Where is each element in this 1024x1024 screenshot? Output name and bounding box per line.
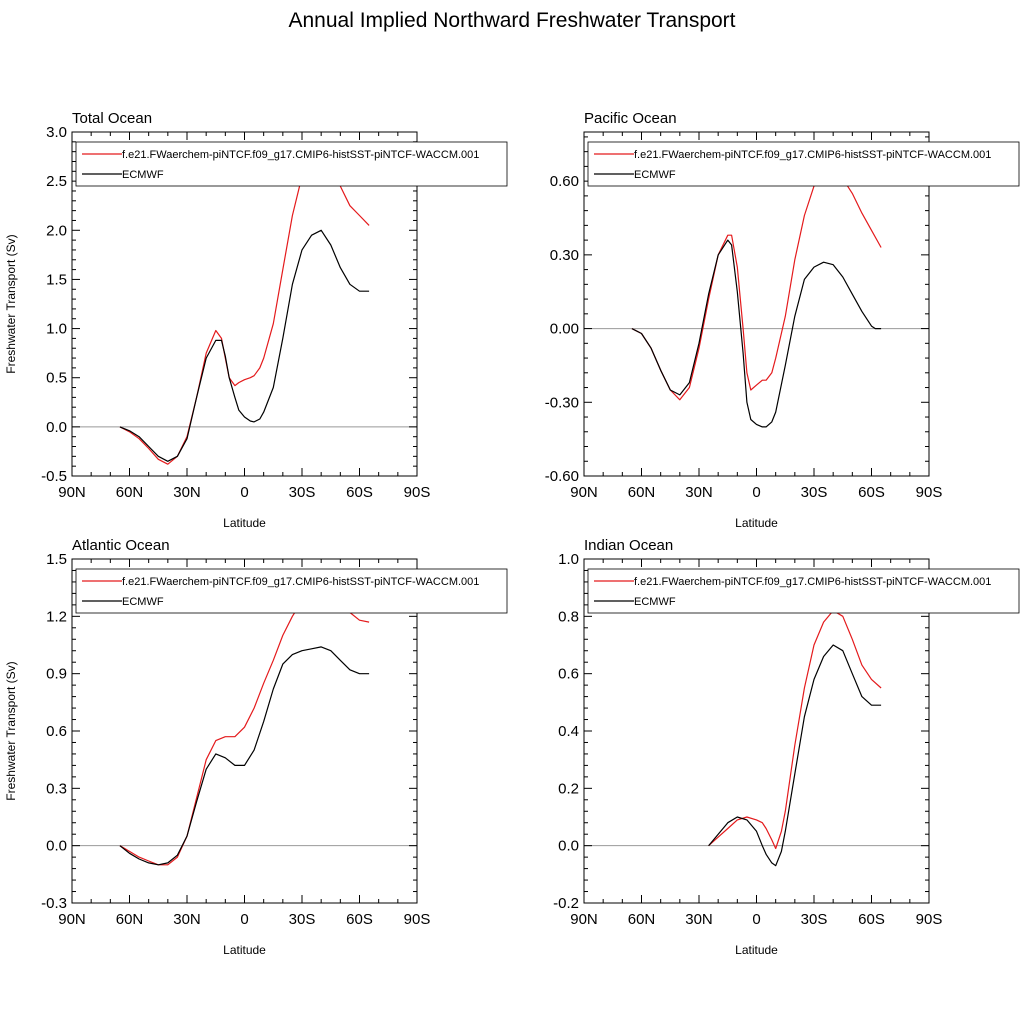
atlantic-ocean-x-tick-label: 0 bbox=[240, 911, 248, 928]
atlantic-ocean-legend-model-label: f.e21.FWaerchem-piNTCF.f09_g17.CMIP6-his… bbox=[122, 576, 479, 588]
indian-ocean-legend-box bbox=[587, 568, 1020, 614]
indian-ocean-y-tick-label: 0.6 bbox=[558, 666, 579, 683]
indian-ocean-model-line bbox=[708, 609, 882, 850]
total-ocean-y-tick-label: 0.0 bbox=[46, 419, 67, 436]
indian-ocean-y-tick-label: 0.8 bbox=[558, 608, 579, 625]
pacific-ocean-ecmwf-line bbox=[631, 239, 882, 428]
atlantic-ocean-x-tick-label: 60N bbox=[116, 911, 144, 928]
pacific-ocean-x-tick-label: 90S bbox=[916, 484, 943, 501]
pacific-ocean-y-tick-label: 0.00 bbox=[550, 321, 579, 338]
indian-ocean-x-tick-label: 90N bbox=[570, 911, 598, 928]
atlantic-ocean-y-tick-label: 0.3 bbox=[46, 780, 67, 797]
atlantic-ocean-ecmwf-line bbox=[119, 646, 370, 866]
total-ocean-x-tick-label: 30S bbox=[289, 484, 316, 501]
pacific-ocean-y-tick-label: -0.30 bbox=[545, 394, 579, 411]
total-ocean-y-tick-label: 1.5 bbox=[46, 271, 67, 288]
indian-ocean-panel: Indian Ocean 90N 60N 30N 0 30S 60S 90S -0.2 0.0 0.… bbox=[553, 537, 1020, 957]
total-ocean-x-tick-label: 90N bbox=[58, 484, 86, 501]
pacific-ocean-y-tick-label: -0.60 bbox=[545, 468, 579, 485]
pacific-ocean-legend: f.e21.FWaerchem-piNTCF.f09_g17.CMIP6-his… bbox=[587, 141, 1020, 187]
atlantic-ocean-x-tick-label: 30S bbox=[289, 911, 316, 928]
total-ocean-x-tick-label: 30N bbox=[173, 484, 201, 501]
pacific-ocean-x-axis-label: Latitude bbox=[735, 516, 778, 530]
atlantic-ocean-model-line bbox=[119, 583, 370, 866]
indian-ocean-y-tick-label: 0.0 bbox=[558, 838, 579, 855]
total-ocean-x-axis-label: Latitude bbox=[223, 516, 266, 530]
indian-ocean-title: Indian Ocean bbox=[584, 537, 673, 554]
indian-ocean-legend-model-label: f.e21.FWaerchem-piNTCF.f09_g17.CMIP6-his… bbox=[634, 576, 991, 588]
atlantic-ocean-y-tick-label: 1.5 bbox=[46, 551, 67, 568]
indian-ocean-x-tick-label: 60S bbox=[858, 911, 885, 928]
pacific-ocean-x-tick-label: 90N bbox=[570, 484, 598, 501]
atlantic-ocean-x-tick-label: 30N bbox=[173, 911, 201, 928]
indian-ocean-x-axis-label: Latitude bbox=[735, 943, 778, 957]
total-ocean-x-tick-label: 90S bbox=[404, 484, 431, 501]
atlantic-ocean-y-tick-label: 0.9 bbox=[46, 666, 67, 683]
total-ocean-y-tick-label: 1.0 bbox=[46, 321, 67, 338]
total-ocean-legend-box bbox=[75, 141, 508, 187]
pacific-ocean-legend-model-label: f.e21.FWaerchem-piNTCF.f09_g17.CMIP6-his… bbox=[634, 149, 991, 161]
total-ocean-x-tick-label: 0 bbox=[240, 484, 248, 501]
atlantic-ocean-x-tick-label: 60S bbox=[346, 911, 373, 928]
indian-ocean-y-tick-label: 0.4 bbox=[558, 723, 579, 740]
total-ocean-legend: f.e21.FWaerchem-piNTCF.f09_g17.CMIP6-his… bbox=[75, 141, 508, 187]
pacific-ocean-y-tick-label: 0.30 bbox=[550, 247, 579, 264]
total-ocean-legend-model-label: f.e21.FWaerchem-piNTCF.f09_g17.CMIP6-his… bbox=[122, 149, 479, 161]
atlantic-ocean-y-tick-label: 0.6 bbox=[46, 723, 67, 740]
atlantic-ocean-panel: Atlantic Ocean 90N 60N 30N 0 30S 60S 90S -0.3 0.0… bbox=[4, 537, 508, 957]
indian-ocean-x-tick-label: 0 bbox=[752, 911, 760, 928]
total-ocean-panel: Total Ocean 90N 60N 30N 0 30S 60S 90S -0.5 0.0 0.5… bbox=[4, 110, 508, 530]
atlantic-ocean-legend-box bbox=[75, 568, 508, 614]
indian-ocean-x-tick-label: 30S bbox=[801, 911, 828, 928]
atlantic-ocean-y-tick-label: 0.0 bbox=[46, 838, 67, 855]
atlantic-ocean-legend: f.e21.FWaerchem-piNTCF.f09_g17.CMIP6-his… bbox=[75, 568, 508, 614]
total-ocean-y-tick-label: -0.5 bbox=[41, 468, 67, 485]
pacific-ocean-title: Pacific Ocean bbox=[584, 110, 677, 127]
indian-ocean-legend: f.e21.FWaerchem-piNTCF.f09_g17.CMIP6-his… bbox=[587, 568, 1020, 614]
indian-ocean-x-tick-label: 60N bbox=[628, 911, 656, 928]
indian-ocean-legend-ecmwf-label: ECMWF bbox=[634, 596, 676, 608]
pacific-ocean-x-tick-label: 60S bbox=[858, 484, 885, 501]
total-ocean-y-tick-label: 2.5 bbox=[46, 173, 67, 190]
pacific-ocean-x-tick-label: 30S bbox=[801, 484, 828, 501]
indian-ocean-x-tick-label: 90S bbox=[916, 911, 943, 928]
indian-ocean-ecmwf-line bbox=[708, 644, 882, 867]
pacific-ocean-x-tick-label: 60N bbox=[628, 484, 656, 501]
total-ocean-y-tick-label: 3.0 bbox=[46, 124, 67, 141]
atlantic-ocean-y-tick-label: -0.3 bbox=[41, 895, 67, 912]
pacific-ocean-x-tick-label: 30N bbox=[685, 484, 713, 501]
atlantic-ocean-legend-ecmwf-label: ECMWF bbox=[122, 596, 164, 608]
pacific-ocean-legend-ecmwf-label: ECMWF bbox=[634, 169, 676, 181]
indian-ocean-y-tick-label: 0.2 bbox=[558, 780, 579, 797]
total-ocean-y-axis-label: Freshwater Transport (Sv) bbox=[4, 234, 18, 373]
atlantic-ocean-x-axis-label: Latitude bbox=[223, 943, 266, 957]
pacific-ocean-x-tick-label: 0 bbox=[752, 484, 760, 501]
total-ocean-legend-ecmwf-label: ECMWF bbox=[122, 169, 164, 181]
pacific-ocean-y-tick-label: 0.60 bbox=[550, 173, 579, 190]
pacific-ocean-legend-box bbox=[587, 141, 1020, 187]
atlantic-ocean-y-axis-label: Freshwater Transport (Sv) bbox=[4, 661, 18, 800]
indian-ocean-y-tick-label: -0.2 bbox=[553, 895, 579, 912]
total-ocean-x-tick-label: 60S bbox=[346, 484, 373, 501]
pacific-ocean-panel: Pacific Ocean 90N 60N 30N 0 30S 60S 90S -0.60 -0.… bbox=[545, 110, 1020, 530]
indian-ocean-y-tick-label: 1.0 bbox=[558, 551, 579, 568]
atlantic-ocean-title: Atlantic Ocean bbox=[72, 537, 170, 554]
indian-ocean-x-tick-label: 30N bbox=[685, 911, 713, 928]
atlantic-ocean-x-tick-label: 90S bbox=[404, 911, 431, 928]
total-ocean-title: Total Ocean bbox=[72, 110, 152, 127]
total-ocean-y-tick-label: 0.5 bbox=[46, 370, 67, 387]
total-ocean-x-tick-label: 60N bbox=[116, 484, 144, 501]
total-ocean-y-tick-label: 2.0 bbox=[46, 222, 67, 239]
figure-title: Annual Implied Northward Freshwater Tran… bbox=[288, 9, 735, 32]
atlantic-ocean-y-tick-label: 1.2 bbox=[46, 608, 67, 625]
panels: Total Ocean 90N 60N 30N 0 30S 60S 90S -0.5 0.0 0.5… bbox=[4, 110, 1020, 957]
total-ocean-ecmwf-line bbox=[119, 229, 370, 462]
pacific-ocean-model-line bbox=[631, 170, 882, 401]
atlantic-ocean-x-tick-label: 90N bbox=[58, 911, 86, 928]
